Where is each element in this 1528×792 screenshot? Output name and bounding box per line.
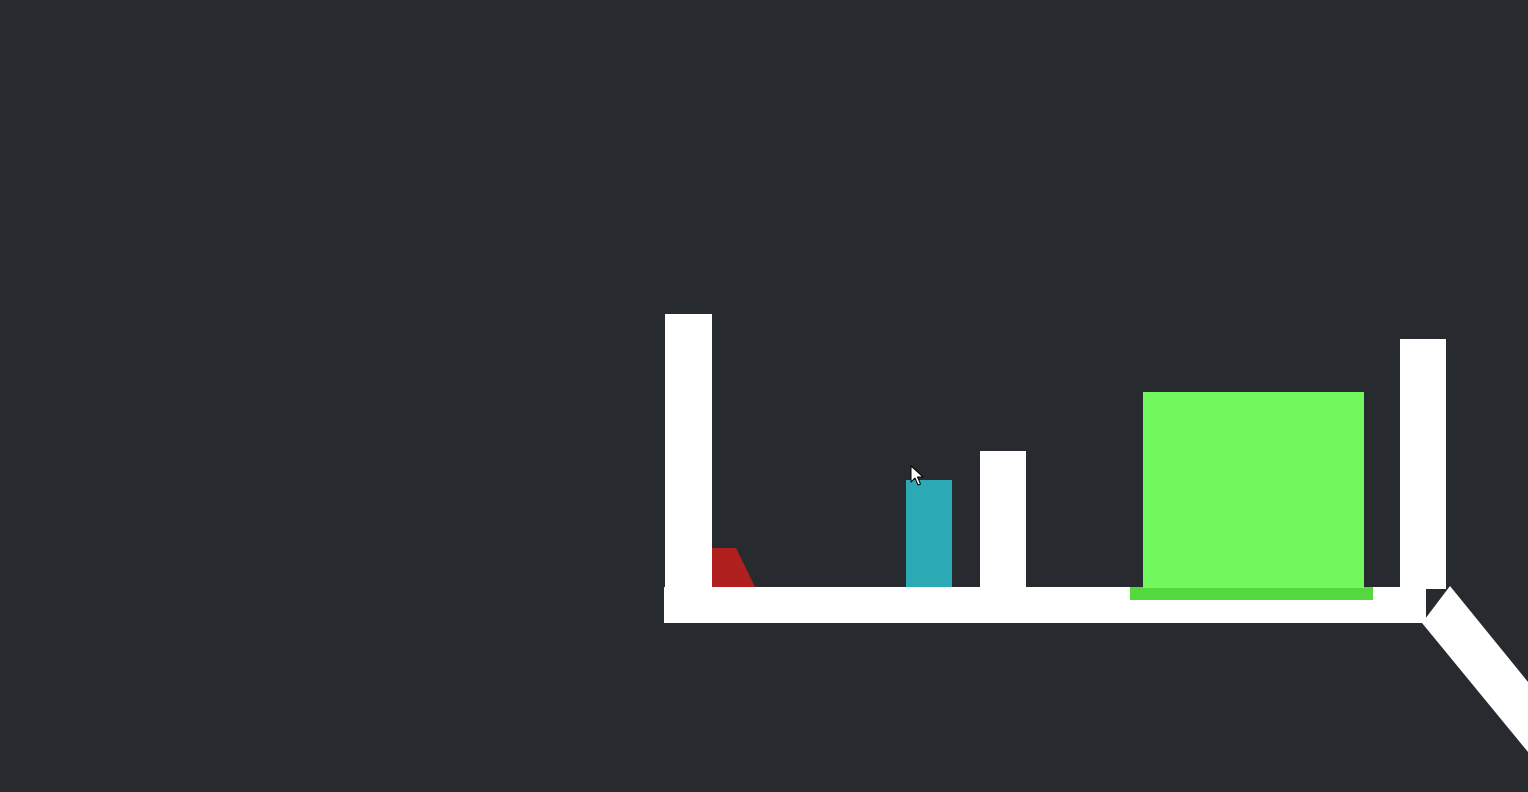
goal-zone	[1130, 587, 1373, 600]
blue-block[interactable]	[906, 480, 952, 587]
middle-post	[980, 451, 1026, 589]
red-piece[interactable]	[712, 548, 755, 587]
left-wall	[665, 314, 712, 589]
ramp	[1422, 586, 1528, 752]
right-wall	[1400, 339, 1446, 589]
mouse-pointer-icon	[910, 465, 924, 486]
goal-box[interactable]	[1143, 392, 1364, 588]
